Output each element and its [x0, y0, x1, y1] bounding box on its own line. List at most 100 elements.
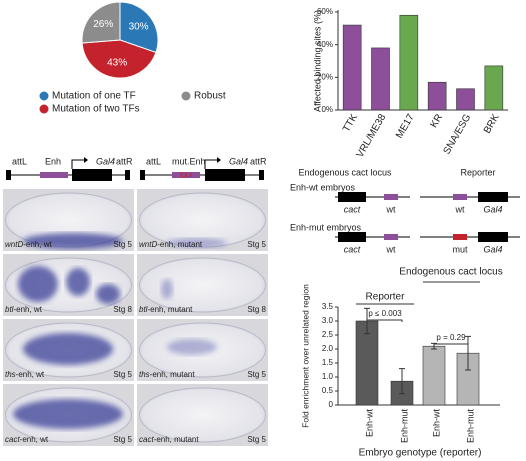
- panel-label: cact-enh, mutant: [139, 435, 199, 444]
- bar: [371, 47, 390, 111]
- suffix: -enh, wt: [23, 240, 52, 249]
- stain: [13, 399, 123, 429]
- label: mut.Enh: [172, 156, 206, 166]
- y-tick-label: 40%: [317, 40, 333, 49]
- stage-label: Stg 5: [247, 370, 266, 379]
- gene: ths: [5, 370, 16, 379]
- y-tick-label: 20%: [317, 72, 333, 81]
- pie-slice: [81, 1, 121, 44]
- y-tick-label: 1.5: [322, 358, 334, 367]
- label: wt: [386, 244, 396, 254]
- group-label: Reporter: [366, 292, 406, 303]
- slice-label: 30%: [129, 21, 149, 32]
- reporter-diagram: Endogenous cact locus Reporter Enh-wt em…: [290, 167, 520, 254]
- embryo: [139, 387, 266, 443]
- bar: [342, 24, 362, 111]
- construct-wt: attL Enh Gal4 attR: [6, 156, 133, 181]
- annotation: p = 0.29: [436, 333, 466, 342]
- label: Gal4: [96, 156, 115, 166]
- stain: [167, 339, 217, 355]
- panel-label: btl-enh, mutant: [139, 305, 193, 314]
- y-tick-label: 0: [329, 400, 334, 409]
- stain: [167, 238, 227, 248]
- legend-swatch: [39, 104, 49, 114]
- label: attL: [12, 156, 27, 166]
- suffix: -enh, wt: [16, 370, 45, 379]
- y-tick-label: 2.0: [322, 344, 334, 353]
- y-tick-label: 0%: [321, 105, 333, 114]
- svg-text:xxx: xxx: [179, 169, 193, 179]
- header: Endogenous cact locus: [298, 167, 392, 177]
- panel-label: btl-enh, wt: [5, 305, 43, 314]
- label: cact: [344, 204, 361, 214]
- y-tick-label: 3.0: [322, 316, 334, 325]
- suffix: -enh, mutant: [154, 435, 200, 444]
- axis: [337, 10, 508, 111]
- label: Enh: [45, 156, 61, 166]
- slice-label: 43%: [107, 57, 127, 68]
- label: attR: [116, 156, 133, 166]
- label: mut: [452, 244, 468, 254]
- label: Gal4: [483, 204, 502, 214]
- gene: btl: [5, 305, 14, 314]
- y-tick-label: 1.0: [322, 372, 334, 381]
- bar: [422, 345, 446, 406]
- suffix: -enh, wt: [13, 305, 42, 314]
- y-tick-label: 3.5: [322, 302, 334, 311]
- pie-slice: [81, 39, 157, 79]
- panel-label: cact-enh, wt: [5, 435, 49, 444]
- label: attL: [146, 156, 161, 166]
- label: Gal4: [483, 244, 502, 254]
- row-label: Enh-wt embryos: [290, 182, 356, 192]
- stage-label: Stg 5: [113, 370, 132, 379]
- y-tick-label: 60%: [317, 7, 333, 16]
- legend-label: Robust: [194, 91, 226, 102]
- group-label: Endogenous cact locus: [399, 267, 502, 278]
- panel-label: ths-enh, mutant: [139, 370, 195, 379]
- gene: wntD: [5, 240, 23, 249]
- row-label: Enh-mut embryos: [290, 222, 362, 232]
- suffix: -enh, wt: [20, 435, 49, 444]
- label: attR: [250, 156, 267, 166]
- stage-label: Stg 8: [247, 305, 266, 314]
- embryo-panels: wntD-enh, wt Stg 5 wntD-enh, mutant Stg 5bt…: [3, 189, 268, 446]
- error-bar: [399, 368, 405, 395]
- stage-label: Stg 5: [247, 240, 266, 249]
- x-tick-label: VRL/ME38: [355, 112, 389, 160]
- panel-label: wntD-enh, mutant: [139, 240, 203, 249]
- label: cact: [344, 244, 361, 254]
- slice-label: 26%: [93, 19, 113, 30]
- stage-label: Stg 5: [247, 435, 266, 444]
- gene: btl: [139, 305, 148, 314]
- pie-slice: [119, 1, 159, 54]
- stain: [96, 284, 120, 304]
- legend-label: Mutation of one TF: [52, 91, 136, 102]
- gene: ths: [139, 370, 150, 379]
- bar: [399, 14, 419, 111]
- y-tick-label: 2.5: [322, 330, 334, 339]
- label: wt: [455, 204, 465, 214]
- x-tick-label: Enh-wt: [431, 409, 441, 438]
- y-axis-label: Fold enrichment over unrelated region: [300, 284, 310, 428]
- stage-label: Stg 5: [113, 240, 132, 249]
- legend-label: Mutation of two TFs: [52, 104, 140, 115]
- construct-mut: xxx attL mut.Enh Gal4 attR: [140, 156, 267, 181]
- x-tick-label: KR: [429, 112, 445, 130]
- legend-swatch: [181, 91, 191, 101]
- suffix: -enh, mutant: [150, 370, 196, 379]
- panel-label: wntD-enh, wt: [5, 240, 52, 249]
- panel-label: ths-enh, wt: [5, 370, 45, 379]
- error-bar: [465, 335, 471, 371]
- stage-label: Stg 8: [113, 305, 132, 314]
- label: Gal4: [229, 156, 248, 166]
- gene: cact: [5, 435, 20, 444]
- stage-label: Stg 5: [113, 435, 132, 444]
- suffix: -enh, mutant: [157, 240, 203, 249]
- suffix: -enh, mutant: [147, 305, 193, 314]
- bracket: [366, 319, 403, 322]
- x-axis-label: Embryo genotype (reporter): [359, 448, 482, 459]
- x-tick-label: TTK: [341, 112, 360, 134]
- header: Reporter: [460, 167, 495, 177]
- legend-swatch: [39, 91, 49, 101]
